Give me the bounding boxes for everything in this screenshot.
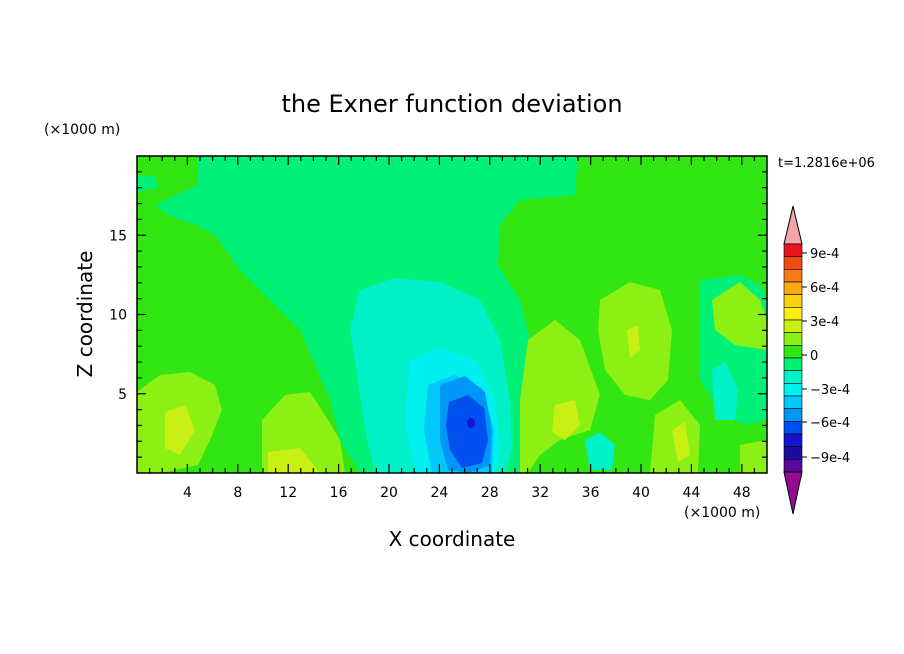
contour-region xyxy=(268,448,320,473)
colorbar-min-arrow xyxy=(783,471,803,515)
colorbar-swatch xyxy=(783,281,803,295)
colorbar-label: 6e-4 xyxy=(810,281,839,296)
colorbar-label: 0 xyxy=(810,349,818,364)
y-tick-label: 10 xyxy=(109,308,127,324)
time-label: t=1.2816e+06 xyxy=(778,156,875,171)
contour-region xyxy=(712,282,767,350)
x-tick-label: 24 xyxy=(430,485,448,501)
x-tick-label: 44 xyxy=(682,485,700,501)
x-tick-label: 28 xyxy=(481,485,499,501)
colorbar-swatch xyxy=(783,307,803,321)
y-axis: 5 10 15 xyxy=(109,171,767,458)
colorbar-swatch xyxy=(783,243,803,257)
contour-region xyxy=(552,400,580,440)
colorbar-swatch xyxy=(783,421,803,435)
x-unit-label: (×1000 m) xyxy=(684,505,760,521)
colorbar-swatch xyxy=(783,357,803,371)
contour-region xyxy=(165,405,195,455)
colorbar-swatch xyxy=(783,269,803,283)
x-tick-label: 12 xyxy=(279,485,297,501)
x-tick-label: 20 xyxy=(380,485,398,501)
plot-area xyxy=(137,156,767,473)
x-tick-label: 32 xyxy=(531,485,549,501)
y-tick-label: 15 xyxy=(109,228,127,244)
x-tick-label: 4 xyxy=(183,485,192,501)
chart-title: the Exner function deviation xyxy=(281,90,622,118)
colorbar-swatch xyxy=(783,383,803,397)
y-unit-label: (×1000 m) xyxy=(44,122,120,138)
x-tick-label: 16 xyxy=(330,485,348,501)
colorbar-swatch xyxy=(783,446,803,460)
y-tick-label: 5 xyxy=(118,387,127,403)
colorbar-swatch xyxy=(783,395,803,409)
colorbar-max-arrow xyxy=(783,205,803,245)
colorbar-label: 9e-4 xyxy=(810,247,839,262)
colorbar: 9e-4 6e-4 3e-4 0 −3e-4 −6e-4 −9e-4 xyxy=(783,205,850,515)
contour-region xyxy=(740,440,767,473)
contour-region xyxy=(712,362,738,420)
colorbar-swatch xyxy=(783,459,803,473)
contour-region xyxy=(137,176,158,192)
colorbar-swatch xyxy=(783,256,803,270)
x-axis: 4 8 12 16 20 24 28 32 36 40 44 48 xyxy=(149,156,756,501)
contour-region xyxy=(627,325,640,358)
x-tick-label: 8 xyxy=(233,485,242,501)
y-axis-label: Z coordinate xyxy=(73,251,97,378)
x-tick-label: 48 xyxy=(733,485,751,501)
x-tick-label: 40 xyxy=(632,485,650,501)
contour-region xyxy=(672,422,690,462)
contour-region xyxy=(446,395,488,468)
colorbar-swatch xyxy=(783,408,803,422)
contour-region xyxy=(520,320,600,473)
x-axis-label: X coordinate xyxy=(389,527,516,551)
colorbar-swatch xyxy=(783,332,803,346)
contour-region xyxy=(585,432,615,470)
colorbar-swatch xyxy=(783,370,803,384)
colorbar-label: −3e-4 xyxy=(810,383,850,398)
colorbar-label: −9e-4 xyxy=(810,451,850,466)
colorbar-label: 3e-4 xyxy=(810,315,839,330)
x-tick-label: 36 xyxy=(582,485,600,501)
colorbar-label: −6e-4 xyxy=(810,416,850,431)
colorbar-swatch xyxy=(783,433,803,447)
contour-region xyxy=(467,418,475,428)
colorbar-swatch xyxy=(783,294,803,308)
colorbar-swatch xyxy=(783,319,803,333)
colorbar-swatch xyxy=(783,345,803,359)
